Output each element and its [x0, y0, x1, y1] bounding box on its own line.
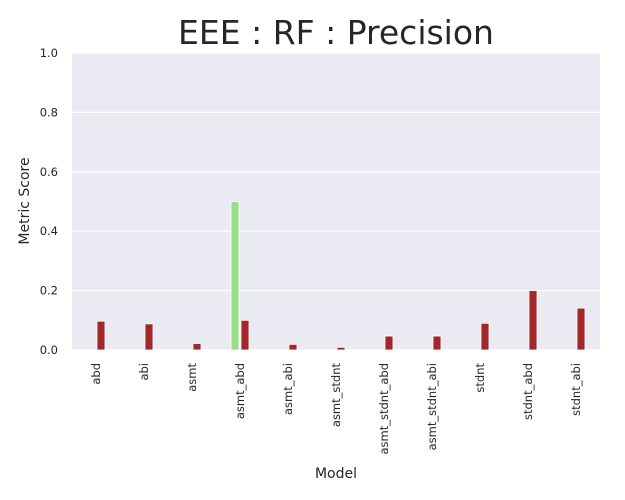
x-tick-labels: abd abi asmt asmt_abd asmt_abi asmt_stdnt asmt… [89, 363, 583, 455]
bar-asmt_stdnt_abd-series-2 [384, 335, 394, 351]
x-axis-label: Model [315, 466, 357, 482]
x-tick-label: asmt_abd [233, 363, 247, 419]
y-tick-label: 0.8 [40, 105, 58, 119]
plot-background [72, 53, 600, 350]
chart-title: EEE : RF : Precision [178, 13, 494, 52]
bar-stdnt_abi-series-2 [576, 307, 586, 351]
bar-abd-series-2 [96, 320, 106, 351]
y-tick-label: 0.0 [40, 343, 58, 357]
bar-asmt-series-2 [192, 343, 202, 351]
bar-asmt_stdnt-series-2 [336, 346, 346, 351]
x-tick-label: asmt [185, 363, 199, 392]
bar-asmt_abd-series-1 [230, 201, 240, 351]
x-tick-label: stdnt_abi [569, 363, 583, 416]
x-tick-label: stdnt_abd [521, 363, 535, 420]
bars [96, 201, 586, 351]
bar-asmt_abd-series-2 [240, 319, 250, 351]
grid-lines [72, 52, 600, 351]
bar-asmt_stdnt_abi-series-2 [432, 335, 442, 351]
y-tick-label: 0.4 [40, 224, 58, 238]
x-tick-label: asmt_stdnt [329, 363, 343, 428]
x-tick-label: asmt_stdnt_abd [377, 363, 391, 455]
x-tick-label: abi [137, 363, 151, 381]
y-tick-label: 0.6 [40, 165, 58, 179]
y-tick-label: 0.2 [40, 284, 58, 298]
y-tick-label: 1.0 [40, 46, 58, 60]
x-tick-label: abd [89, 363, 103, 385]
y-axis-label: Metric Score [17, 157, 33, 244]
bar-asmt_abi-series-2 [288, 343, 298, 351]
bar-stdnt_abd-series-2 [528, 290, 538, 351]
x-tick-label: asmt_abi [281, 363, 295, 415]
bar-stdnt-series-2 [480, 322, 490, 351]
bar-abi-series-2 [144, 323, 154, 351]
y-tick-labels: 0.0 0.2 0.4 0.6 0.8 1.0 [40, 46, 58, 357]
x-tick-label: stdnt [473, 363, 487, 393]
x-tick-label: asmt_stdnt_abi [425, 363, 439, 450]
